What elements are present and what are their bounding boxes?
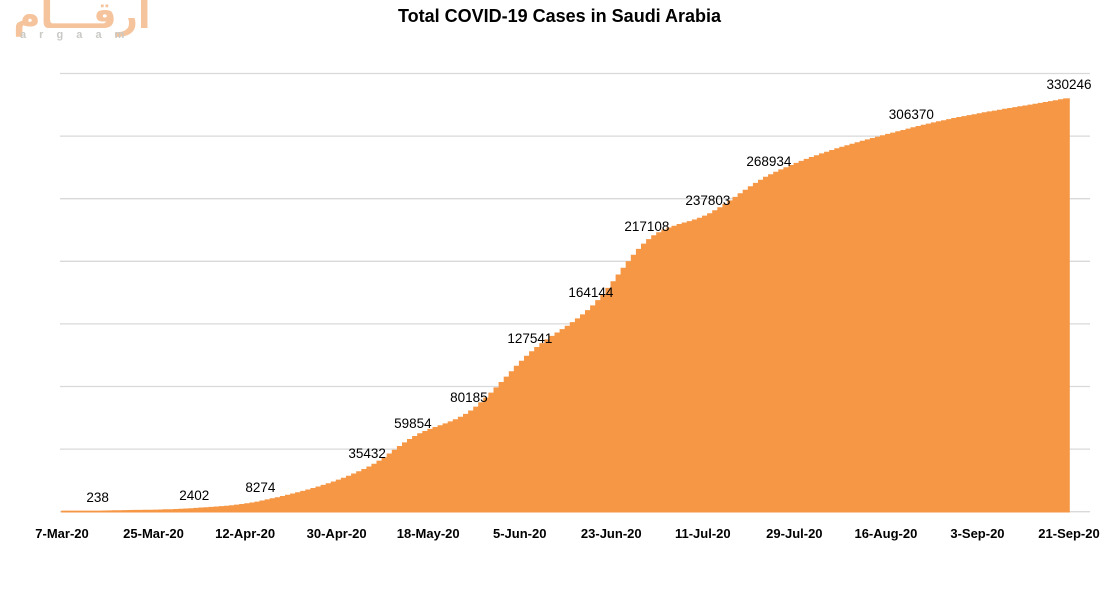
x-axis-tick-label: 12-Apr-20 [215, 526, 276, 541]
data-label: 238 [86, 490, 109, 506]
x-axis-tick-label: 7-Mar-20 [35, 526, 89, 541]
argaam-logo-arabic-wordmark: أرقـــام [13, 0, 151, 37]
data-label: 330246 [1046, 77, 1092, 93]
x-axis-tick-label: 5-Jun-20 [492, 526, 547, 541]
data-label: 80185 [450, 390, 488, 406]
data-label: 8274 [245, 480, 276, 496]
x-axis-tick-label: 11-Jul-20 [674, 526, 731, 541]
data-label: 2402 [179, 487, 210, 503]
x-axis-tick-label: 29-Jul-20 [766, 526, 823, 541]
x-axis-tick-label: 25-Mar-20 [123, 526, 184, 541]
data-label: 35432 [348, 446, 386, 462]
data-label: 306370 [888, 107, 934, 123]
data-label: 164144 [568, 285, 614, 301]
chart-title: Total COVID-19 Cases in Saudi Arabia [397, 6, 722, 26]
data-label: 127541 [507, 331, 553, 347]
x-axis-tick-label: 16-Aug-20 [854, 526, 918, 541]
data-label: 268934 [746, 153, 792, 169]
data-label: 237803 [685, 192, 731, 208]
x-axis-tick-label: 23-Jun-20 [580, 526, 642, 541]
total-cases-area-series [61, 98, 1070, 513]
argaam-logo-latin-wordmark: a r g a a m [20, 29, 130, 42]
data-label: 59854 [394, 415, 432, 431]
x-axis-tick-label: 30-Apr-20 [306, 526, 367, 541]
x-axis-tick-label: 21-Sep-20 [1038, 526, 1100, 541]
x-axis-tick-label: 18-May-20 [396, 526, 460, 541]
x-axis-tick-label: 3-Sep-20 [950, 526, 1005, 541]
data-label: 217108 [624, 218, 670, 234]
argaam-logo: أرقـــام a r g a a m [12, 0, 152, 41]
